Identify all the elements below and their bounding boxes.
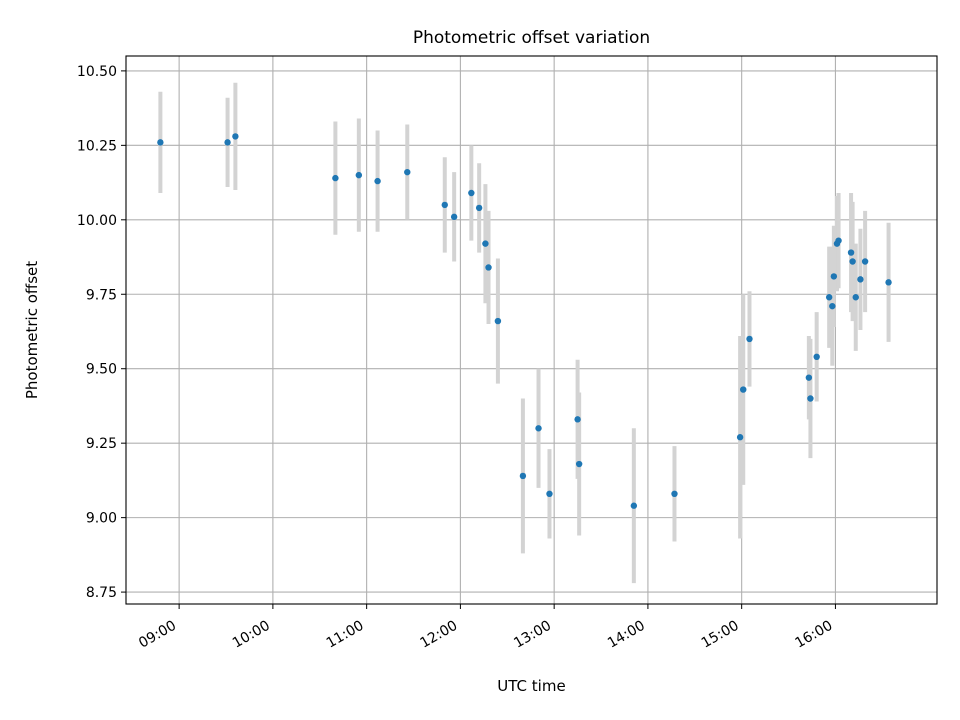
y-tick-label: 10.00 xyxy=(77,213,117,229)
y-tick-label: 10.25 xyxy=(77,138,117,154)
plot-frame xyxy=(125,55,938,605)
data-point xyxy=(482,240,489,247)
x-tick-label: 15:00 xyxy=(699,618,742,652)
x-tick-label: 14:00 xyxy=(605,618,648,652)
data-point xyxy=(441,201,448,209)
x-tick-label: 16:00 xyxy=(792,618,835,652)
data-point xyxy=(807,395,814,402)
y-tick-label: 9.50 xyxy=(86,362,117,378)
data-point xyxy=(574,416,581,423)
data-point xyxy=(157,139,164,146)
data-point xyxy=(575,460,583,468)
y-axis-label: Photometric offset xyxy=(23,261,41,399)
grid-lines xyxy=(126,56,937,604)
data-point xyxy=(835,237,842,244)
x-tick-label: 09:00 xyxy=(136,618,179,652)
data-point xyxy=(852,294,859,301)
data-point xyxy=(485,264,492,271)
data-point xyxy=(224,139,231,146)
data-point xyxy=(355,171,363,179)
data-point xyxy=(494,317,502,325)
data-point xyxy=(805,374,813,381)
data-point xyxy=(746,335,753,343)
y-tick-label: 9.00 xyxy=(86,511,117,527)
x-tick-label: 13:00 xyxy=(511,618,554,652)
data-point xyxy=(535,425,542,432)
x-tick-label: 12:00 xyxy=(417,618,460,652)
y-tick-label: 10.50 xyxy=(77,64,117,80)
x-axis-ticks: 09:00 10:00 11:00 12:00 13:00 14:00 15:00 16:00 xyxy=(136,604,836,652)
data-point xyxy=(374,177,381,185)
error-bars xyxy=(158,82,891,584)
data-point xyxy=(332,174,339,182)
data-point xyxy=(232,133,239,140)
data-point xyxy=(671,490,678,498)
y-tick-label: 8.75 xyxy=(86,585,117,601)
data-points xyxy=(157,133,892,509)
data-point xyxy=(825,294,833,301)
chart-title: Photometric offset variation xyxy=(413,28,650,48)
data-point xyxy=(468,189,475,197)
data-point xyxy=(813,353,820,361)
x-axis-label: UTC time xyxy=(497,677,565,695)
data-point xyxy=(546,490,553,498)
data-point xyxy=(847,249,855,256)
data-point xyxy=(861,258,869,265)
y-tick-label: 9.25 xyxy=(86,436,117,452)
data-point xyxy=(736,434,744,441)
data-point xyxy=(519,472,527,480)
data-point xyxy=(404,168,411,176)
data-point xyxy=(740,386,747,393)
data-point xyxy=(475,204,483,212)
data-point xyxy=(857,276,864,283)
x-tick-label: 10:00 xyxy=(230,618,273,652)
data-point xyxy=(849,258,856,265)
data-point xyxy=(829,302,836,310)
y-axis-ticks: 8.75 9.00 9.25 9.50 9.75 10.00 10.25 10.50 xyxy=(77,64,126,601)
data-point xyxy=(885,279,892,286)
data-point xyxy=(450,213,458,221)
data-point xyxy=(830,273,838,280)
y-tick-label: 9.75 xyxy=(86,287,117,303)
data-point xyxy=(630,502,638,509)
x-tick-label: 11:00 xyxy=(324,618,367,652)
